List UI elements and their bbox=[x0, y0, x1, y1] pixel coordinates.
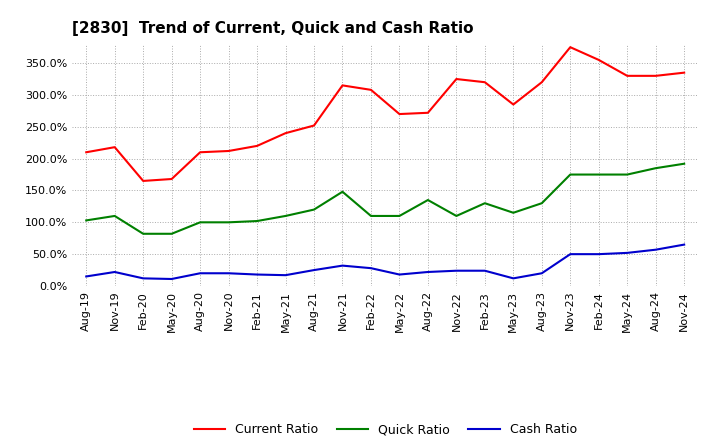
Quick Ratio bbox=[139, 231, 148, 236]
Quick Ratio bbox=[509, 210, 518, 216]
Quick Ratio bbox=[338, 189, 347, 194]
Current Ratio bbox=[680, 70, 688, 75]
Quick Ratio bbox=[282, 213, 290, 219]
Quick Ratio bbox=[225, 220, 233, 225]
Current Ratio bbox=[423, 110, 432, 115]
Current Ratio bbox=[537, 80, 546, 85]
Cash Ratio bbox=[623, 250, 631, 256]
Current Ratio bbox=[225, 148, 233, 154]
Current Ratio bbox=[366, 87, 375, 92]
Quick Ratio bbox=[537, 201, 546, 206]
Cash Ratio bbox=[680, 242, 688, 247]
Cash Ratio bbox=[338, 263, 347, 268]
Quick Ratio bbox=[82, 218, 91, 223]
Cash Ratio bbox=[595, 252, 603, 257]
Current Ratio bbox=[338, 83, 347, 88]
Cash Ratio bbox=[139, 276, 148, 281]
Line: Cash Ratio: Cash Ratio bbox=[86, 245, 684, 279]
Current Ratio bbox=[253, 143, 261, 149]
Current Ratio bbox=[82, 150, 91, 155]
Current Ratio bbox=[623, 73, 631, 78]
Legend: Current Ratio, Quick Ratio, Cash Ratio: Current Ratio, Quick Ratio, Cash Ratio bbox=[189, 418, 582, 440]
Cash Ratio bbox=[395, 272, 404, 277]
Cash Ratio bbox=[480, 268, 489, 273]
Current Ratio bbox=[167, 176, 176, 182]
Cash Ratio bbox=[509, 276, 518, 281]
Cash Ratio bbox=[110, 269, 119, 275]
Quick Ratio bbox=[253, 218, 261, 224]
Current Ratio bbox=[139, 178, 148, 183]
Quick Ratio bbox=[366, 213, 375, 219]
Line: Quick Ratio: Quick Ratio bbox=[86, 164, 684, 234]
Current Ratio bbox=[395, 111, 404, 117]
Current Ratio bbox=[652, 73, 660, 78]
Cash Ratio bbox=[82, 274, 91, 279]
Current Ratio bbox=[509, 102, 518, 107]
Current Ratio bbox=[566, 44, 575, 50]
Cash Ratio bbox=[652, 247, 660, 253]
Current Ratio bbox=[282, 131, 290, 136]
Quick Ratio bbox=[480, 201, 489, 206]
Current Ratio bbox=[196, 150, 204, 155]
Quick Ratio bbox=[595, 172, 603, 177]
Current Ratio bbox=[452, 77, 461, 82]
Cash Ratio bbox=[167, 276, 176, 282]
Quick Ratio bbox=[452, 213, 461, 219]
Quick Ratio bbox=[110, 213, 119, 219]
Cash Ratio bbox=[282, 272, 290, 278]
Cash Ratio bbox=[196, 271, 204, 276]
Cash Ratio bbox=[310, 268, 318, 273]
Cash Ratio bbox=[566, 252, 575, 257]
Current Ratio bbox=[310, 123, 318, 128]
Current Ratio bbox=[110, 144, 119, 150]
Current Ratio bbox=[595, 57, 603, 62]
Line: Current Ratio: Current Ratio bbox=[86, 47, 684, 181]
Cash Ratio bbox=[253, 272, 261, 277]
Quick Ratio bbox=[423, 198, 432, 203]
Quick Ratio bbox=[310, 207, 318, 212]
Quick Ratio bbox=[167, 231, 176, 236]
Cash Ratio bbox=[366, 265, 375, 271]
Quick Ratio bbox=[680, 161, 688, 166]
Quick Ratio bbox=[623, 172, 631, 177]
Quick Ratio bbox=[196, 220, 204, 225]
Cash Ratio bbox=[537, 271, 546, 276]
Cash Ratio bbox=[452, 268, 461, 273]
Quick Ratio bbox=[566, 172, 575, 177]
Text: [2830]  Trend of Current, Quick and Cash Ratio: [2830] Trend of Current, Quick and Cash … bbox=[72, 21, 474, 36]
Current Ratio bbox=[480, 80, 489, 85]
Quick Ratio bbox=[395, 213, 404, 219]
Cash Ratio bbox=[225, 271, 233, 276]
Cash Ratio bbox=[423, 269, 432, 275]
Quick Ratio bbox=[652, 165, 660, 171]
